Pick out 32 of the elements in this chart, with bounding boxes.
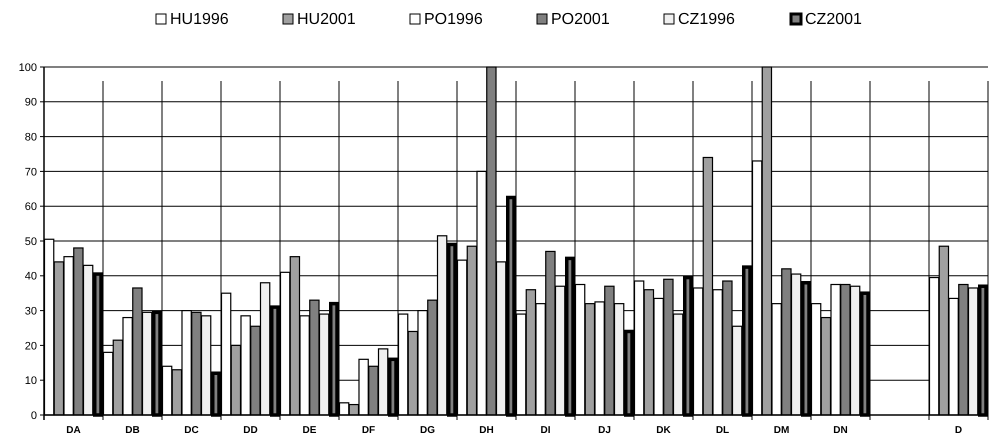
x-tick-label: DF [362, 425, 376, 436]
y-tick-label: 70 [24, 166, 37, 178]
legend-label: CZ1996 [678, 11, 736, 28]
x-tick-label: DH [479, 425, 494, 436]
y-tick-label: 100 [18, 62, 37, 74]
x-tick-label: DD [243, 425, 258, 436]
legend-label: PO2001 [551, 11, 610, 28]
x-tick-label: DA [66, 425, 81, 436]
legend-label: PO1996 [424, 11, 483, 28]
y-tick-label: 10 [24, 375, 37, 388]
x-tick-label: DB [125, 425, 140, 436]
y-tick-label: 90 [24, 96, 37, 109]
legend-label: CZ2001 [805, 11, 862, 28]
x-tick-label: DE [302, 425, 317, 436]
y-tick-label: 40 [24, 270, 37, 283]
x-tick-label: DN [833, 425, 848, 436]
y-tick-label: 0 [30, 410, 37, 422]
x-tick-label: DG [420, 425, 436, 436]
y-tick-label: 80 [24, 131, 37, 144]
x-tick-label: DM [774, 425, 790, 436]
x-tick-label: DL [716, 425, 730, 436]
x-tick-label: D [954, 425, 962, 436]
y-tick-label: 20 [24, 340, 37, 352]
legend-label: HU2001 [297, 11, 356, 28]
x-tick-label: DI [540, 425, 551, 436]
x-tick-label: DK [656, 425, 672, 436]
x-tick-label: DJ [598, 425, 611, 436]
x-tick-label: DC [184, 425, 199, 436]
y-tick-label: 60 [24, 201, 37, 214]
y-tick-label: 30 [24, 305, 37, 318]
legend-label: HU1996 [170, 11, 229, 28]
y-tick-label: 50 [24, 236, 37, 248]
